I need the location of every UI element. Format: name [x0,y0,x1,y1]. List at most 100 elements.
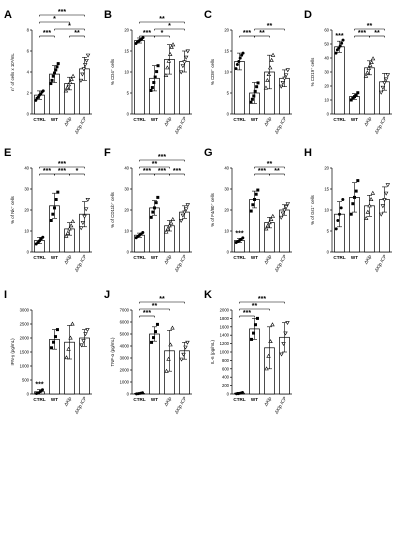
panel-g: G 0 10 20 30 40 % of F4/80⁺ cells CTRL WT ΔKlp ΔKl… [204,147,292,274]
data-point [69,76,74,81]
data-point [353,195,356,199]
data-point [380,85,386,90]
data-point [149,88,153,92]
category-label: ΔKlp ICP [73,395,88,415]
y-tick-label: 30 [224,187,229,192]
data-point [238,56,242,60]
category-label: ΔKlp ICP [373,115,388,135]
data-point [149,215,153,219]
data-point [351,96,355,100]
data-point [70,321,75,326]
data-point [41,89,45,93]
significance-label: *** [243,310,251,317]
data-point [252,331,256,335]
data-point [85,198,91,202]
y-tick-label: 0 [127,250,130,255]
data-point [82,214,87,219]
data-point [84,58,89,63]
data-point [354,189,358,193]
category-label: ΔKlp [363,254,373,266]
y-tick-label: 600 [222,366,230,371]
significance-label: * [68,23,71,30]
data-point [267,65,273,70]
panel-letter: K [204,289,212,301]
category-label: ΔKlp [263,116,273,128]
data-point [185,203,191,208]
y-tick-label: 15 [324,187,329,192]
data-point [369,60,374,64]
y-tick-label: 1000 [120,380,130,385]
data-point [81,339,86,344]
category-label: ΔKlp [263,254,273,266]
y-tick-label: 10 [324,208,329,213]
data-point [166,58,172,63]
data-point [50,346,54,350]
significance-label: *** [143,310,151,317]
data-point [153,330,157,334]
data-point [183,345,188,350]
data-point [263,85,269,90]
significance-label: *** [173,168,181,175]
data-point [53,206,56,210]
data-point [49,82,53,86]
category-label: WT [251,117,258,122]
panel-letter: E [4,147,11,159]
data-point [54,68,58,72]
data-point [66,346,71,351]
data-point [235,62,239,66]
significance-label: *** [158,154,166,161]
significance-label: *** [43,168,51,175]
y-tick-label: 15 [124,49,129,54]
data-point [240,391,244,395]
y-tick-label: 40 [224,166,229,171]
significance-label: * [76,168,79,175]
data-point [166,356,171,361]
data-point [154,201,158,205]
data-point [55,65,59,69]
y-tick-label: 10 [24,229,29,234]
data-point [356,91,360,95]
significance-label: *** [58,9,66,16]
y-tick-label: 400 [222,375,230,380]
data-point [51,74,55,78]
data-point [265,223,271,228]
panel-d: D 0 10 20 30 40 50 60 % CD19⁺ cells CTRL WT ΔKlp ΔKl… [304,9,392,136]
y-tick-label: 10 [124,229,129,234]
y-tick-label: 0 [227,112,230,117]
data-point [280,211,286,216]
data-point [363,73,369,78]
y-axis-label: % of CD11b⁺ cells [110,191,115,227]
significance-label: *** [143,168,151,175]
significance-label: *** [158,168,166,175]
y-tick-label: 40 [324,56,329,61]
panel-letter: B [104,9,112,21]
data-point [253,89,257,93]
data-point [70,73,76,78]
y-tick-label: 7000 [120,308,130,313]
data-point [250,337,254,341]
panel-j: J 0 1000 2000 3000 4000 5000 6000 7000 TNF-α (pg/… [104,289,192,416]
data-point [256,81,260,85]
data-point [82,63,88,68]
significance-label: *** [35,382,43,389]
y-tick-label: 40 [24,166,29,171]
data-point [237,60,241,63]
data-point [180,213,186,218]
data-point [338,212,341,216]
data-point [270,213,276,218]
data-point [349,98,353,102]
data-point [336,219,340,222]
bar-0 [134,40,145,115]
data-point [56,190,60,194]
panel-letter: I [4,289,7,301]
y-tick-label: 10 [224,229,229,234]
data-point [153,75,157,79]
data-point [378,90,384,95]
data-point [353,95,356,99]
significance-label: ** [74,30,80,37]
data-point [282,76,287,81]
data-point [354,93,358,97]
category-label: ΔKlp ICP [273,115,288,135]
data-point [380,204,386,209]
category-label: WT [51,117,58,122]
